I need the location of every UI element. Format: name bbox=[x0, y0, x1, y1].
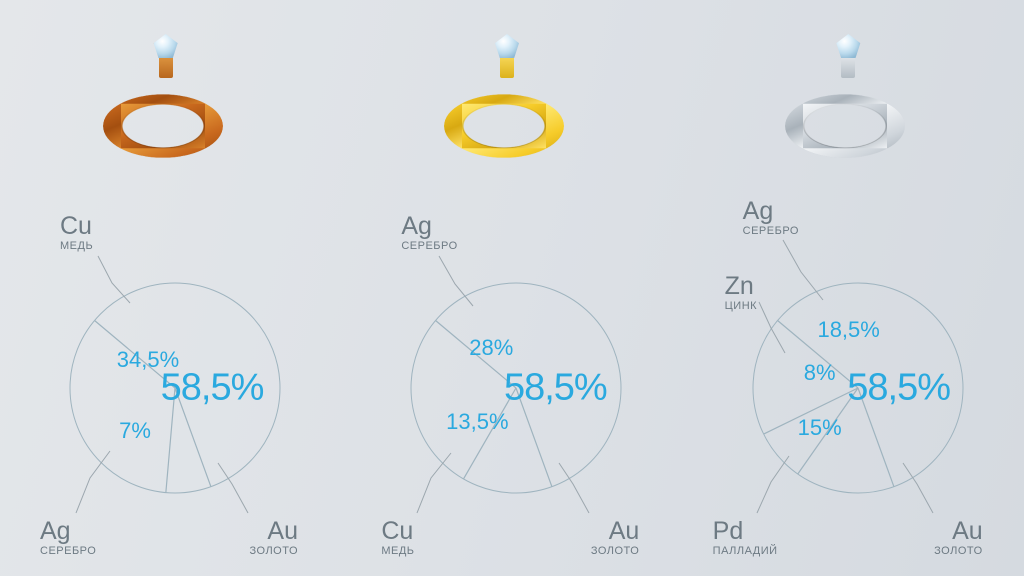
element-symbol: Pd bbox=[713, 518, 778, 544]
element-callout: Zn ЦИНК bbox=[725, 273, 757, 313]
element-callout: Cu МЕДЬ bbox=[60, 213, 93, 253]
element-name: СЕРЕБРО bbox=[743, 226, 799, 238]
element-name: ЦИНК bbox=[725, 301, 757, 313]
element-callout: Ag СЕРЕБРО bbox=[743, 198, 799, 238]
ring-illustration bbox=[71, 18, 271, 178]
element-callout: Cu МЕДЬ bbox=[381, 518, 414, 558]
element-name: ПАЛЛАДИЙ bbox=[713, 546, 778, 558]
slice-percent-label: 34,5% bbox=[117, 347, 179, 373]
element-callout: Ag СЕРЕБРО bbox=[401, 213, 457, 253]
ring-illustration bbox=[753, 18, 953, 178]
slice-percent-label: 7% bbox=[119, 418, 151, 444]
alloy-panel-0: 58,5%34,5%7%CuМЕДЬAgСЕРЕБРОAuЗОЛОТО bbox=[0, 0, 341, 576]
element-callout: Ag СЕРЕБРО bbox=[40, 518, 96, 558]
alloy-panel-1: 58,5% 28% 13,5% Ag СЕРЕБРО Cu МЕДЬ Au ЗОЛОТО bbox=[341, 0, 682, 576]
composition-chart: 58,5%34,5%7%CuМЕДЬAgСЕРЕБРОAuЗОЛОТО bbox=[0, 178, 341, 576]
element-callout: Au ЗОЛОТО bbox=[249, 518, 298, 558]
slice-percent-label: 8% bbox=[804, 360, 836, 386]
slice-percent-label: 13,5% bbox=[446, 409, 508, 435]
element-callout: Au ЗОЛОТО bbox=[934, 518, 983, 558]
slice-percent-label: 18,5% bbox=[817, 317, 879, 343]
element-symbol: Au bbox=[934, 518, 983, 544]
composition-chart: 58,5% 18,5% 8% 15% Ag СЕРЕБРО Zn ЦИНК Pd ПАЛЛАДИЙ… bbox=[683, 178, 1024, 576]
element-name: МЕДЬ bbox=[60, 241, 93, 253]
element-symbol: Ag bbox=[40, 518, 96, 544]
main-percent-label: 58,5% bbox=[847, 367, 950, 410]
element-name: СЕРЕБРО bbox=[401, 241, 457, 253]
element-symbol: Cu bbox=[60, 213, 93, 239]
element-symbol: Ag bbox=[401, 213, 457, 239]
element-symbol: Ag bbox=[743, 198, 799, 224]
element-callout: Au ЗОЛОТО bbox=[591, 518, 640, 558]
element-name: МЕДЬ bbox=[381, 546, 414, 558]
main-percent-label: 58,5% bbox=[504, 367, 607, 410]
element-symbol: Cu bbox=[381, 518, 414, 544]
ring-illustration bbox=[412, 18, 612, 178]
element-name: ЗОЛОТО bbox=[249, 546, 298, 558]
element-callout: Pd ПАЛЛАДИЙ bbox=[713, 518, 778, 558]
slice-percent-label: 15% bbox=[798, 415, 842, 441]
element-name: ЗОЛОТО bbox=[591, 546, 640, 558]
element-symbol: Zn bbox=[725, 273, 757, 299]
alloy-panel-2: 58,5% 18,5% 8% 15% Ag СЕРЕБРО Zn ЦИНК Pd ПАЛЛАДИЙ… bbox=[683, 0, 1024, 576]
slice-percent-label: 28% bbox=[469, 335, 513, 361]
element-name: ЗОЛОТО bbox=[934, 546, 983, 558]
composition-chart: 58,5% 28% 13,5% Ag СЕРЕБРО Cu МЕДЬ Au ЗОЛОТО bbox=[341, 178, 682, 576]
element-name: СЕРЕБРО bbox=[40, 546, 96, 558]
element-symbol: Au bbox=[591, 518, 640, 544]
element-symbol: Au bbox=[249, 518, 298, 544]
